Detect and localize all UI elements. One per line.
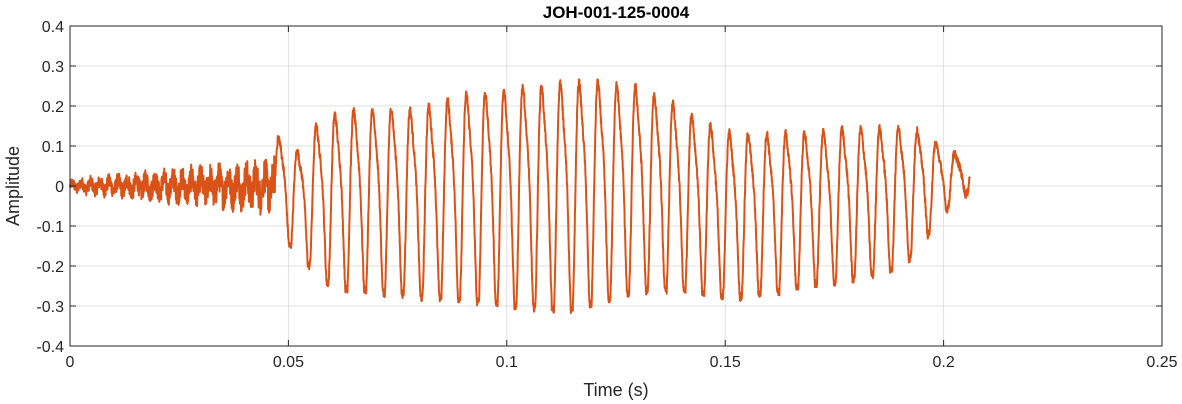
y-tick-label: -0.3	[36, 299, 64, 316]
y-tick-label: -0.4	[36, 339, 64, 356]
y-axis-label: Amplitude	[3, 146, 23, 226]
x-tick-label: 0.25	[1146, 354, 1177, 371]
waveform-series-line	[69, 78, 971, 314]
chart-title: JOH-001-125-0004	[543, 3, 690, 22]
y-tick-label: -0.2	[36, 259, 64, 276]
x-tick-label: 0.05	[273, 354, 304, 371]
x-tick-label: 0.15	[710, 354, 741, 371]
y-tick-label: 0.1	[42, 139, 64, 156]
series-layer	[69, 78, 971, 314]
x-tick-label: 0.1	[496, 354, 518, 371]
x-tick-label: 0.2	[932, 354, 954, 371]
ticks: 0 0.05 0.1 0.15 0.2 0.25 0.4 0.3 0.2 0.1 0 -0.1 -0.2…	[36, 19, 1177, 371]
y-tick-label: 0.3	[42, 59, 64, 76]
x-tick-label: 0	[66, 354, 75, 371]
y-tick-label: 0	[55, 179, 64, 196]
y-tick-label: 0.2	[42, 99, 64, 116]
y-tick-label: -0.1	[36, 219, 64, 236]
y-tick-label: 0.4	[42, 19, 64, 36]
x-axis-label: Time (s)	[583, 380, 648, 400]
